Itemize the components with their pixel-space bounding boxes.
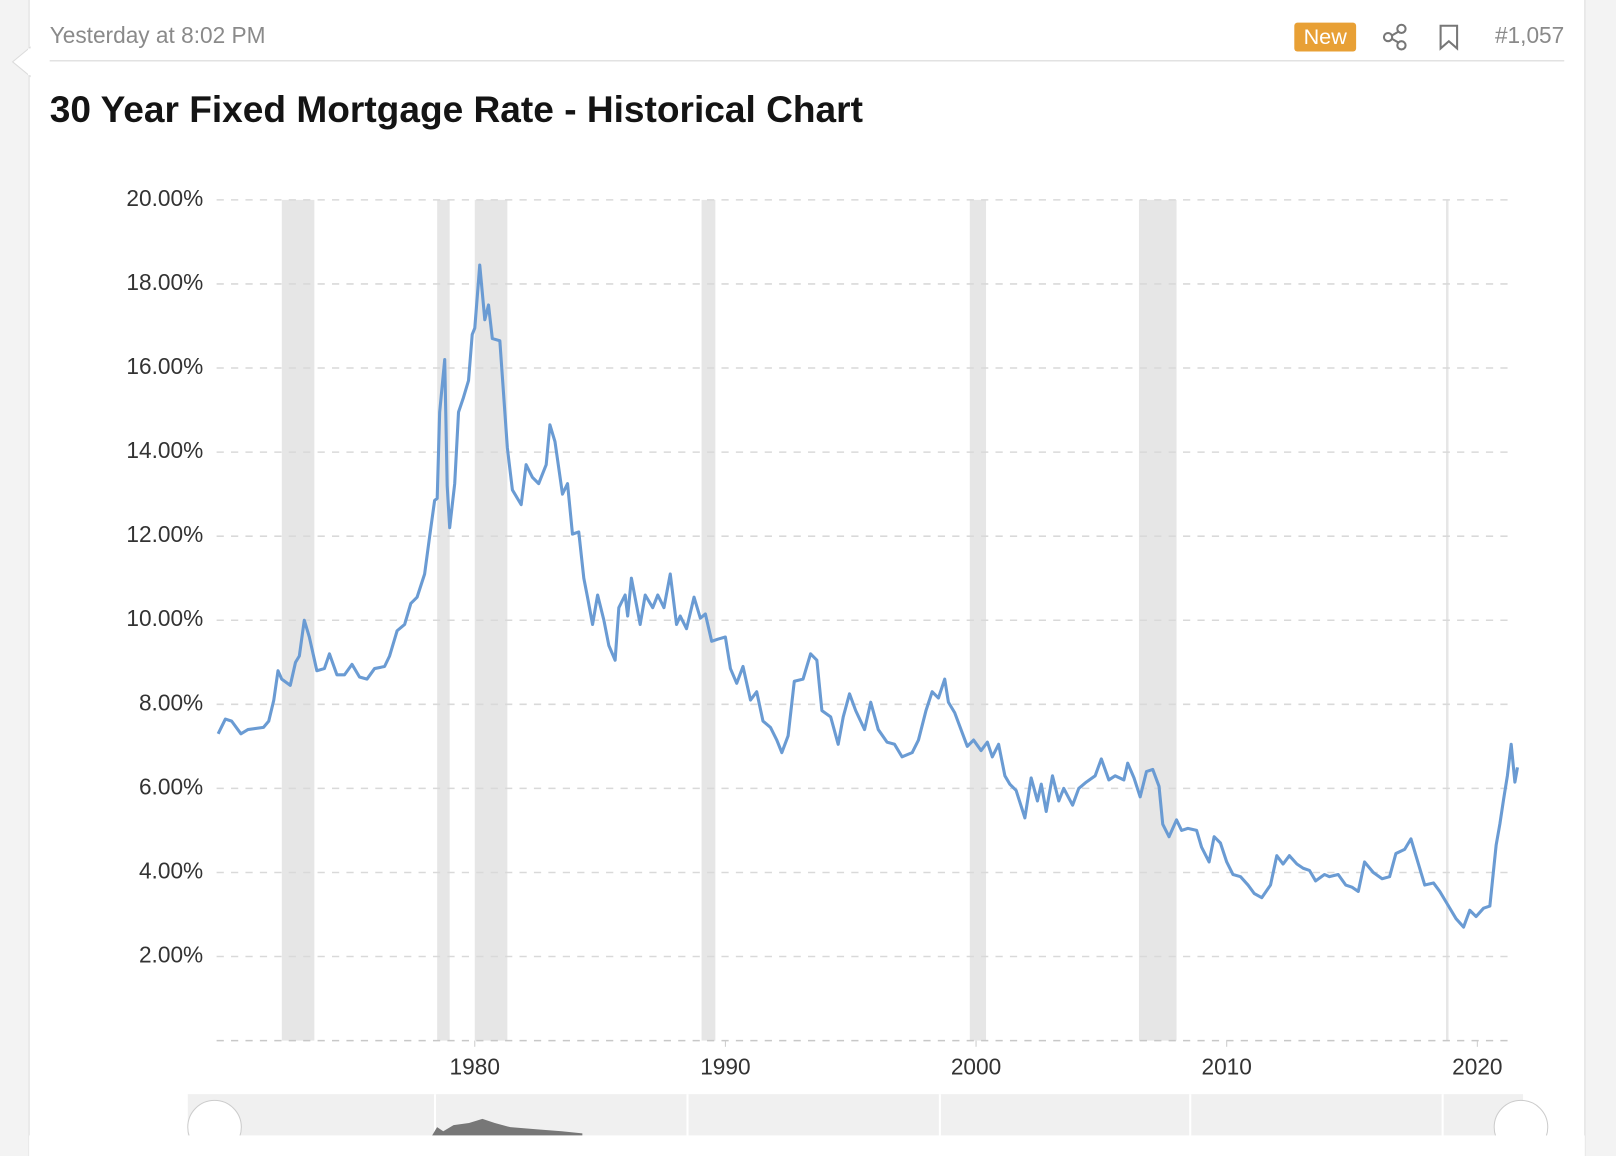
x-tick-label: 2020 [1452,1053,1502,1079]
rate-line [216,263,1519,929]
x-tick-label: 2010 [1201,1053,1251,1079]
shaded-range [969,199,987,1041]
x-tick-label: 1980 [450,1053,500,1079]
chart-title: 30 Year Fixed Mortgage Rate - Historical… [50,88,863,130]
y-tick-label: 16.00% [126,353,203,379]
x-tick-label: 1990 [700,1053,750,1079]
y-tick-label: 18.00% [126,269,203,295]
x-tick-label: 2000 [951,1053,1001,1079]
card-bottom [29,1135,1585,1156]
y-tick-label: 2.00% [139,942,203,968]
y-tick-label: 8.00% [139,689,203,715]
navigator [29,1094,1585,1156]
share-icon[interactable] [1382,23,1407,51]
new-badge [1294,22,1357,52]
y-tick-label: 14.00% [126,437,203,463]
y-tick-label: 20.00% [126,185,203,211]
timestamp: Yesterday at 8:02 PM [50,22,266,48]
card-pointer-cover [28,48,33,76]
bookmark-icon[interactable] [1439,24,1459,51]
y-tick-label: 12.00% [126,521,203,547]
navigator-preview [430,1118,583,1138]
new-badge-text: New [1304,24,1348,49]
y-tick-label: 10.00% [126,605,203,631]
navigator-track [187,1094,1524,1140]
plot-area: 2.00% 4.00% 6.00% 8.00% 10.00% 12.00% 14.00% 16… [126,185,1519,1079]
y-tick-label: 4.00% [139,857,203,883]
post-number[interactable]: #1,057 [1495,22,1564,48]
y-tick-label: 6.00% [139,773,203,799]
card [28,0,1586,1156]
